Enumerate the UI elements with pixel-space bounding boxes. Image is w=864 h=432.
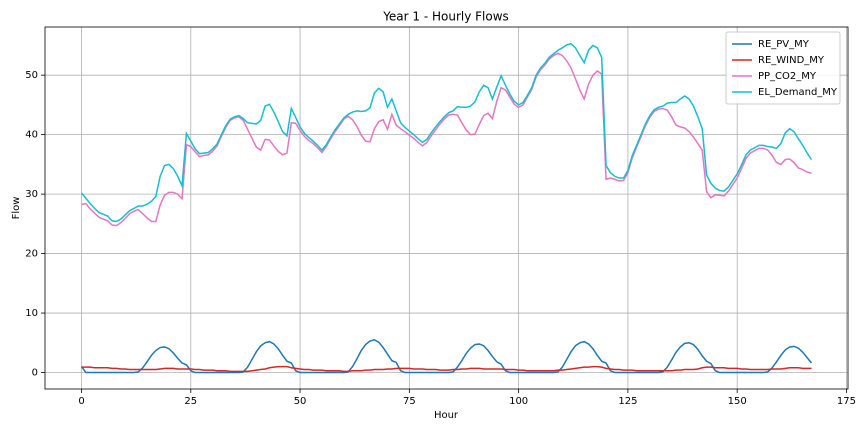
series-line	[81, 52, 812, 227]
grid: 0 25 50 75 100 125 150 175 0 10 20 30 40 50	[25, 27, 856, 407]
y-tick-label: 40	[25, 130, 38, 141]
x-tick-label: 75	[403, 396, 416, 407]
y-axis-label: Flow	[11, 197, 22, 220]
y-tick-label: 50	[25, 70, 38, 81]
x-tick-label: 50	[294, 396, 307, 407]
lines	[80, 42, 813, 374]
x-tick-label: 175	[837, 396, 856, 407]
chart-title: Year 1 - Hourly Flows	[382, 10, 509, 24]
x-tick-label: 0	[78, 396, 84, 407]
x-axis-label: Hour	[434, 410, 459, 421]
legend: RE_PV_MY RE_WIND_MY PP_CO2_MY EL_Demand_MY	[725, 31, 841, 105]
x-tick-label: 100	[509, 396, 528, 407]
legend-box	[725, 31, 841, 105]
y-tick-label: 20	[25, 249, 38, 260]
x-tick-label: 25	[184, 396, 197, 407]
x-tick-label: 125	[618, 396, 637, 407]
y-tick-label: 10	[25, 308, 38, 319]
series-line	[81, 365, 812, 373]
plot-frame	[44, 26, 849, 390]
series-line	[80, 339, 813, 374]
legend-label: RE_PV_MY	[758, 39, 810, 50]
y-tick-label: 0	[32, 368, 38, 379]
legend-label: RE_WIND_MY	[758, 55, 825, 66]
legend-label: EL_Demand_MY	[758, 87, 838, 98]
series-line	[80, 42, 813, 223]
y-tick-label: 30	[25, 189, 38, 200]
x-tick-label: 150	[728, 396, 747, 407]
legend-label: PP_CO2_MY	[758, 71, 817, 82]
